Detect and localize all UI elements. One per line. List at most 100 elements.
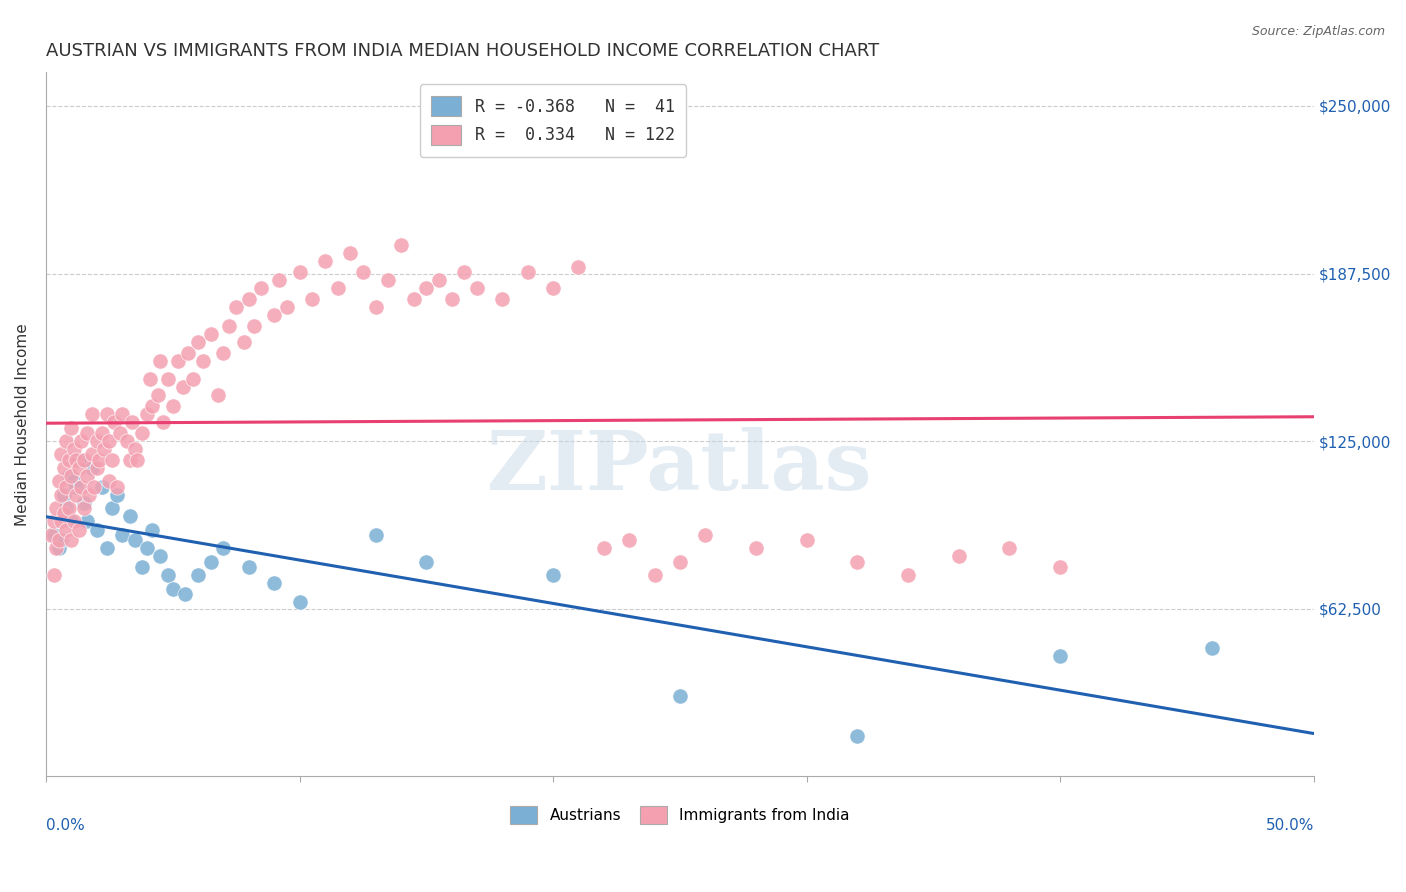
Point [65,488,87,502]
Point [617,533,640,548]
Point [118,453,141,467]
Point [364,300,387,314]
Point [541,568,564,582]
Point [42,528,65,542]
Point [127,453,149,467]
Point [288,595,311,609]
Point [177,345,200,359]
Point [644,568,666,582]
Point [51,515,73,529]
Point [86,461,108,475]
Point [218,318,240,333]
Point [63,442,86,456]
Point [141,399,163,413]
Point [172,380,194,394]
Point [42,515,65,529]
Point [77,488,100,502]
Point [55,501,77,516]
Point [250,281,273,295]
Point [897,568,920,582]
Point [146,388,169,402]
Point [181,372,204,386]
Point [139,372,162,386]
Point [98,475,121,489]
Point [39,528,62,542]
Point [301,292,323,306]
Point [105,488,128,502]
Point [80,461,103,475]
Point [80,407,103,421]
Point [263,308,285,322]
Point [90,425,112,440]
Point [63,515,86,529]
Point [156,568,179,582]
Point [152,415,174,429]
Point [162,582,184,596]
Text: ZIPatlas: ZIPatlas [486,426,873,507]
Point [162,399,184,413]
Point [76,469,98,483]
Point [695,528,717,542]
Text: 50.0%: 50.0% [1265,819,1313,833]
Point [58,453,80,467]
Point [276,300,298,314]
Point [67,461,90,475]
Point [212,541,235,556]
Point [63,475,86,489]
Point [846,729,869,743]
Point [73,453,96,467]
Point [232,334,254,349]
Point [352,265,374,279]
Point [124,442,146,456]
Point [212,345,235,359]
Point [846,555,869,569]
Point [51,447,73,461]
Point [60,515,83,529]
Point [541,281,564,295]
Point [141,523,163,537]
Point [200,555,222,569]
Point [491,292,513,306]
Point [339,246,361,260]
Point [83,480,105,494]
Point [238,560,260,574]
Point [70,480,93,494]
Point [136,407,159,421]
Text: 0.0%: 0.0% [46,819,84,833]
Point [70,434,93,448]
Point [225,300,247,314]
Point [465,281,488,295]
Point [124,533,146,548]
Point [314,254,336,268]
Point [238,292,260,306]
Point [377,273,399,287]
Point [263,576,285,591]
Point [101,453,124,467]
Point [131,425,153,440]
Point [48,475,70,489]
Point [187,568,209,582]
Point [149,353,172,368]
Point [58,501,80,516]
Point [86,523,108,537]
Text: AUSTRIAN VS IMMIGRANTS FROM INDIA MEDIAN HOUSEHOLD INCOME CORRELATION CHART: AUSTRIAN VS IMMIGRANTS FROM INDIA MEDIAN… [46,42,879,60]
Point [592,541,614,556]
Point [745,541,768,556]
Point [207,388,229,402]
Point [187,334,209,349]
Point [796,533,818,548]
Point [1049,648,1071,663]
Point [108,425,131,440]
Point [86,434,108,448]
Point [389,238,412,252]
Point [42,568,65,582]
Point [90,480,112,494]
Point [156,372,179,386]
Point [52,507,75,521]
Point [89,453,111,467]
Point [65,480,87,494]
Point [52,461,75,475]
Point [193,353,215,368]
Point [73,501,96,516]
Point [48,541,70,556]
